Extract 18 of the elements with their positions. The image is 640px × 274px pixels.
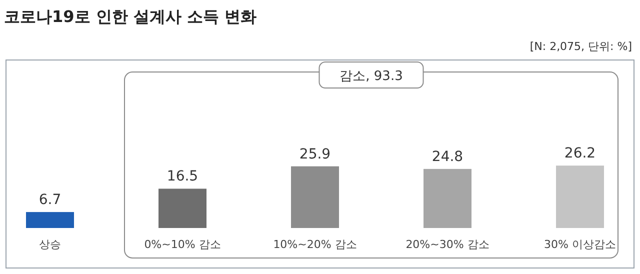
bar	[291, 166, 339, 228]
data-label: 16.5	[166, 168, 198, 185]
data-label: 26.2	[564, 146, 596, 162]
data-label: 25.9	[299, 146, 331, 162]
bar	[556, 166, 604, 228]
bar	[158, 188, 206, 228]
bar	[26, 212, 74, 228]
x-tick-label: 상승	[39, 238, 61, 251]
chart-title: 코로나19로 인한 설계사 소득 변화	[4, 7, 257, 26]
x-tick-label: 20%~30% 감소	[406, 238, 490, 251]
text: [N: 2,075, 단위: %]	[530, 40, 632, 53]
x-tick-label: 0%~10% 감소	[144, 238, 221, 251]
x-tick-label: 10%~20% 감소	[273, 238, 357, 251]
text: 감소, 93.3	[340, 69, 403, 84]
data-label: 6.7	[38, 192, 62, 208]
x-tick-label: 30% 이상감소	[544, 238, 616, 251]
data-label: 24.8	[432, 148, 464, 165]
bar	[424, 168, 472, 228]
